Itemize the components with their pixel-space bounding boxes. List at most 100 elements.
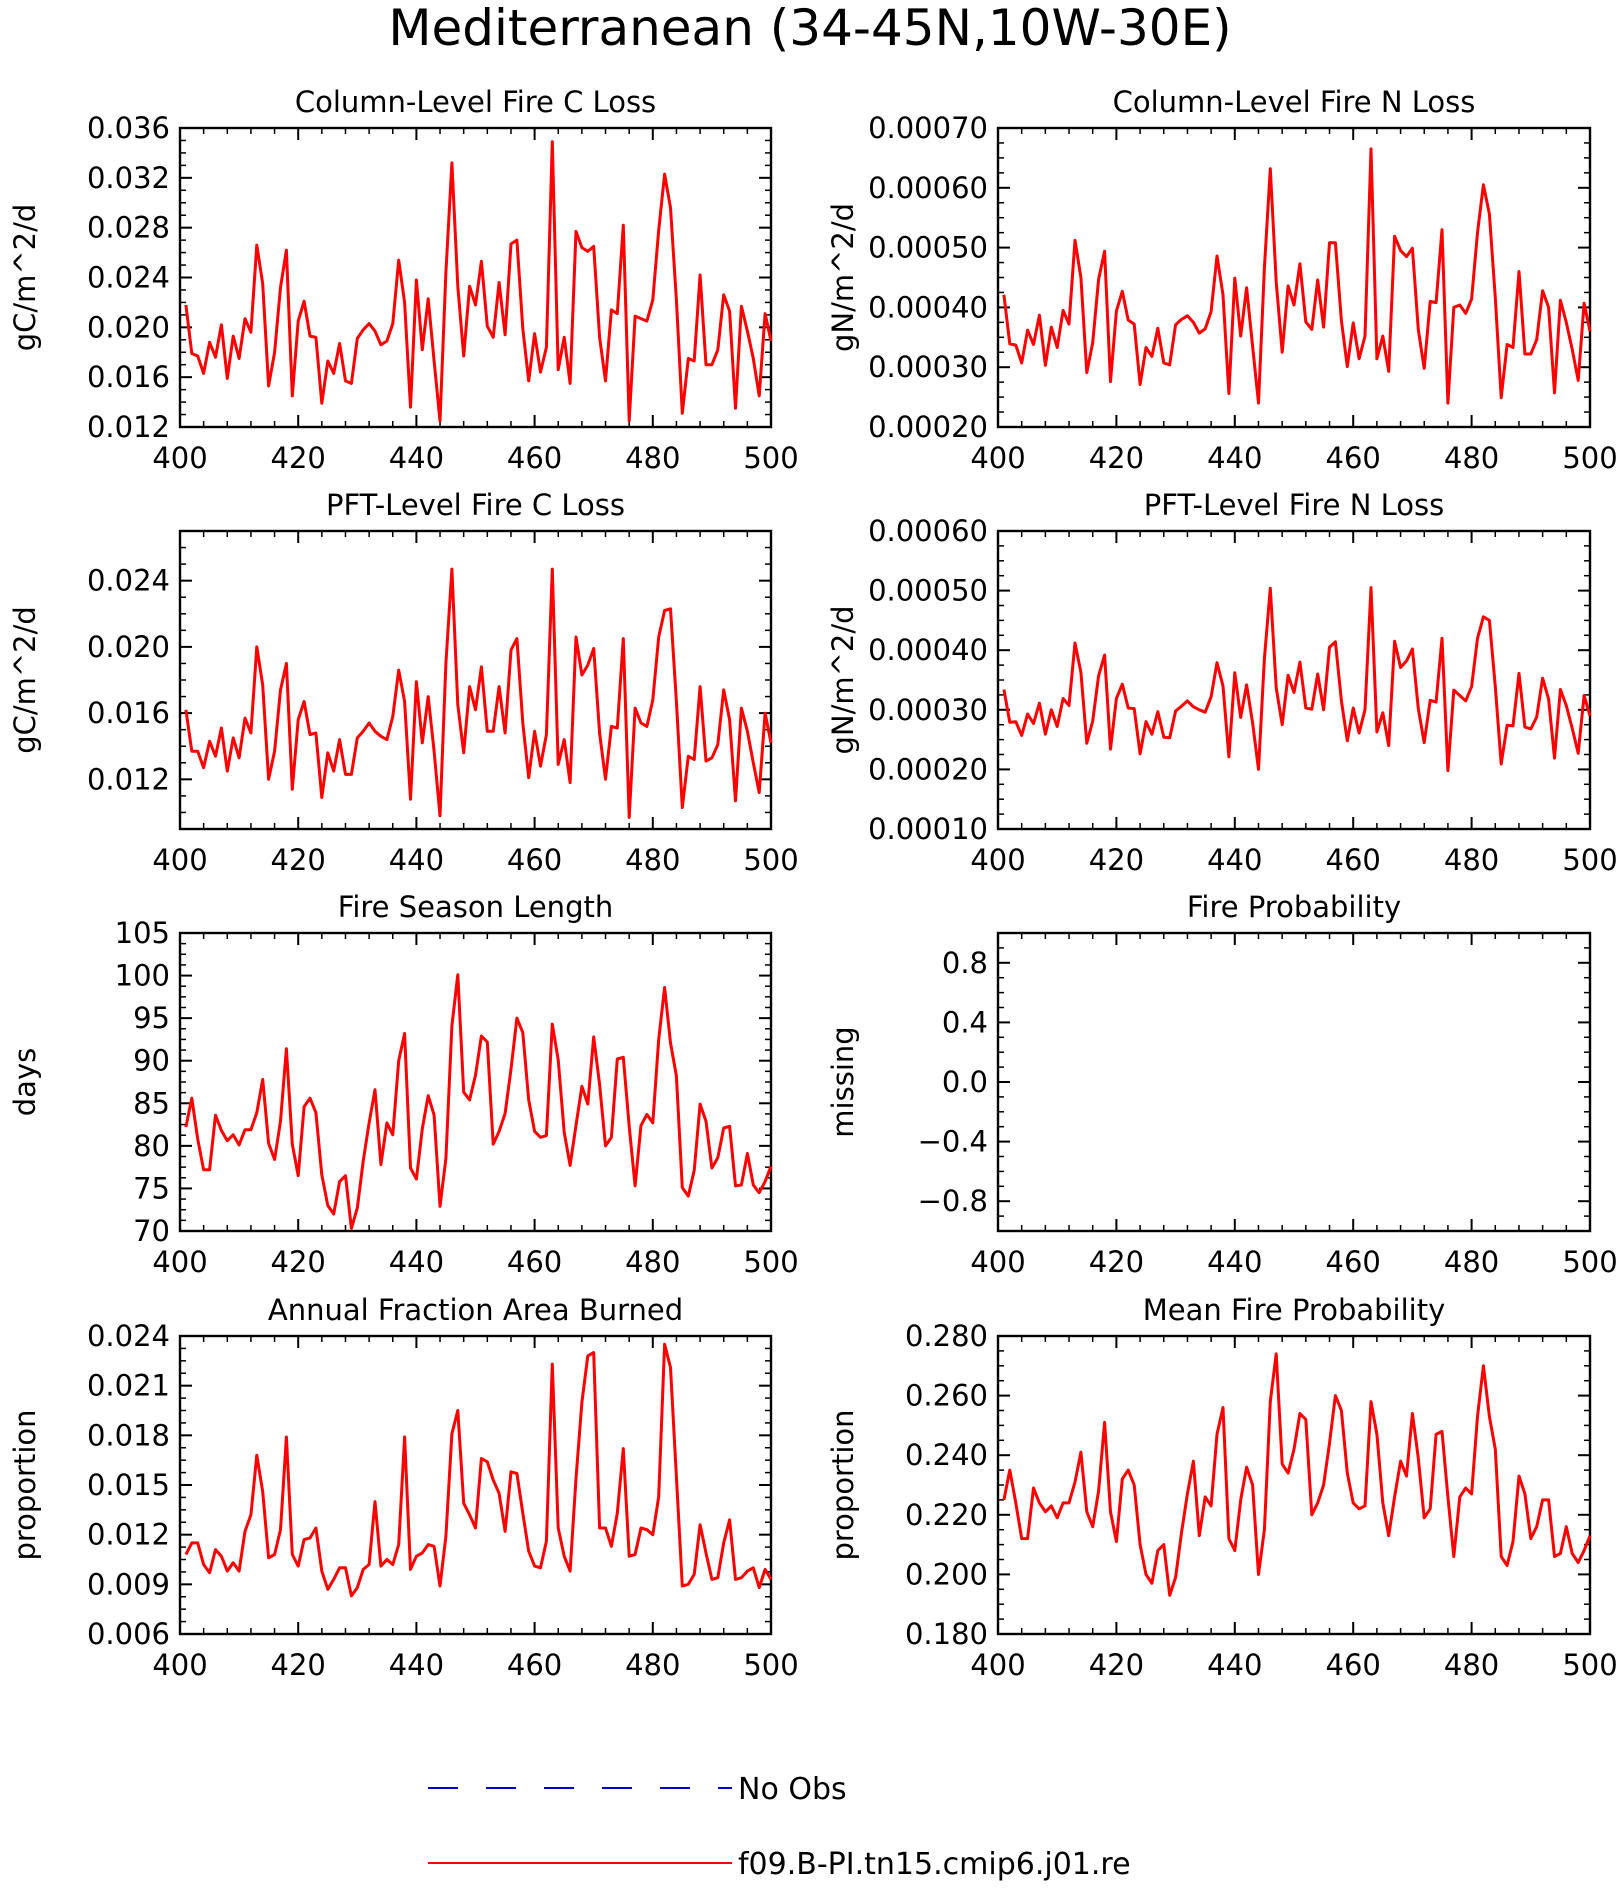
y-tick-label: −0.4 xyxy=(918,1125,988,1159)
y-tick-label: 0.260 xyxy=(905,1379,988,1413)
y-tick-label: 80 xyxy=(133,1129,170,1163)
chart-panel-4: PFT-Level Fire N Loss gN/m^2/d 400 420 440 46… xyxy=(826,488,1618,877)
x-tick-label: 440 xyxy=(1207,441,1262,475)
panel-title: Fire Probability xyxy=(1187,890,1401,924)
x-tick-label: 420 xyxy=(271,843,326,877)
x-tick-label: 440 xyxy=(1207,1648,1262,1682)
y-tick-label: 0.006 xyxy=(87,1617,170,1651)
y-tick-label: 0.00030 xyxy=(868,350,988,384)
y-axis-label: gN/m^2/d xyxy=(826,203,860,352)
y-tick-label: 0.028 xyxy=(87,211,170,245)
y-axis-label: gC/m^2/d xyxy=(8,204,42,352)
x-tick-label: 480 xyxy=(1444,1245,1499,1279)
x-tick-label: 420 xyxy=(271,1648,326,1682)
panel-title: Annual Fraction Area Burned xyxy=(268,1293,683,1327)
y-axis-label: proportion xyxy=(826,1409,860,1560)
y-tick-label: 0.024 xyxy=(87,564,170,598)
x-tick-label: 420 xyxy=(1089,1245,1144,1279)
y-tick-label: 0.00060 xyxy=(868,514,988,548)
chart-panel-5: Fire Season Length days 400 420 440 460 480 500… xyxy=(8,890,799,1279)
series-line xyxy=(184,567,773,819)
y-tick-label: 0.00020 xyxy=(868,752,988,786)
plot-frame xyxy=(996,931,1592,1233)
x-tick-label: 480 xyxy=(1444,1648,1499,1682)
x-tick-label: 400 xyxy=(970,1648,1025,1682)
y-tick-label: 0.020 xyxy=(87,310,170,344)
chart-panel-6: Fire Probability missing 400 420 440 460 480 50… xyxy=(826,890,1618,1279)
plot-frame xyxy=(996,1334,1592,1636)
plot-frame xyxy=(996,529,1592,831)
y-axis-label: days xyxy=(8,1048,42,1116)
series-line xyxy=(184,973,773,1230)
x-tick-label: 480 xyxy=(625,843,680,877)
y-tick-label: 0.200 xyxy=(905,1557,988,1591)
x-tick-label: 500 xyxy=(1562,1245,1617,1279)
y-tick-label: 0.009 xyxy=(87,1567,170,1601)
x-tick-label: 500 xyxy=(1562,441,1617,475)
y-axis-label: gC/m^2/d xyxy=(8,606,42,754)
x-tick-label: 480 xyxy=(625,441,680,475)
y-tick-label: 0.8 xyxy=(942,946,988,980)
x-tick-label: 400 xyxy=(970,843,1025,877)
y-tick-label: 75 xyxy=(133,1171,170,1205)
panel-title: Column-Level Fire N Loss xyxy=(1113,85,1476,119)
y-tick-label: 0.00070 xyxy=(868,111,988,145)
x-tick-label: 460 xyxy=(1326,441,1381,475)
panel-title: PFT-Level Fire C Loss xyxy=(326,488,625,522)
panel-title: PFT-Level Fire N Loss xyxy=(1144,488,1444,522)
y-tick-label: 0.024 xyxy=(87,1319,170,1353)
series-line xyxy=(1002,147,1592,405)
x-tick-label: 480 xyxy=(625,1648,680,1682)
x-tick-label: 460 xyxy=(507,1245,562,1279)
y-tick-label: 0.012 xyxy=(87,762,170,796)
y-tick-label: 0.00010 xyxy=(868,812,988,846)
x-tick-label: 500 xyxy=(743,441,798,475)
panel-title: Column-Level Fire C Loss xyxy=(295,85,656,119)
y-tick-label: 0.012 xyxy=(87,410,170,444)
panel-title: Fire Season Length xyxy=(338,890,613,924)
legend: No Obs f09.B-PI.tn15.cmip6.j01.re xyxy=(428,1772,1131,1882)
y-tick-label: 0.00030 xyxy=(868,693,988,727)
y-tick-label: 0.00050 xyxy=(868,231,988,265)
y-tick-label: 95 xyxy=(133,1001,170,1035)
x-tick-label: 420 xyxy=(1089,441,1144,475)
x-tick-label: 400 xyxy=(152,441,207,475)
x-tick-label: 420 xyxy=(1089,843,1144,877)
y-tick-label: 0.280 xyxy=(905,1319,988,1353)
x-tick-label: 460 xyxy=(1326,1648,1381,1682)
x-tick-label: 440 xyxy=(1207,843,1262,877)
x-tick-label: 460 xyxy=(507,1648,562,1682)
x-tick-label: 440 xyxy=(389,843,444,877)
x-tick-label: 460 xyxy=(507,843,562,877)
x-tick-label: 500 xyxy=(743,1245,798,1279)
y-axis-label: proportion xyxy=(8,1409,42,1560)
x-tick-label: 440 xyxy=(1207,1245,1262,1279)
x-tick-label: 460 xyxy=(507,441,562,475)
x-tick-label: 400 xyxy=(152,843,207,877)
y-tick-label: 0.024 xyxy=(87,261,170,295)
y-tick-label: 0.00060 xyxy=(868,171,988,205)
x-tick-label: 400 xyxy=(152,1245,207,1279)
panels: Column-Level Fire C Loss gC/m^2/d 400 420 44… xyxy=(8,85,1618,1682)
y-tick-label: 0.220 xyxy=(905,1498,988,1532)
y-tick-label: 105 xyxy=(115,916,170,950)
y-tick-label: 0.036 xyxy=(87,111,170,145)
y-tick-label: 70 xyxy=(133,1214,170,1248)
x-tick-label: 420 xyxy=(271,1245,326,1279)
series-line xyxy=(184,140,773,423)
x-tick-label: 500 xyxy=(1562,843,1617,877)
y-tick-label: 0.018 xyxy=(87,1418,170,1452)
panel-title: Mean Fire Probability xyxy=(1143,1293,1446,1327)
x-tick-label: 500 xyxy=(743,843,798,877)
y-tick-label: 0.180 xyxy=(905,1617,988,1651)
chart-panel-8: Mean Fire Probability proportion 400 420 440… xyxy=(826,1293,1618,1682)
x-tick-label: 440 xyxy=(389,441,444,475)
figure-title: Mediterranean (34-45N,10W-30E) xyxy=(388,0,1231,57)
x-tick-label: 500 xyxy=(743,1648,798,1682)
x-tick-label: 420 xyxy=(1089,1648,1144,1682)
plot-frame xyxy=(178,1334,773,1636)
chart-panel-7: Annual Fraction Area Burned proportion 400… xyxy=(8,1293,799,1682)
x-tick-label: 480 xyxy=(1444,441,1499,475)
x-tick-label: 400 xyxy=(152,1648,207,1682)
